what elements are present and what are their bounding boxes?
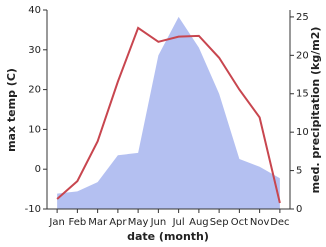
x-tick-label: Apr: [109, 217, 127, 228]
frame: [46, 10, 291, 210]
x-tick-label: Feb: [69, 217, 87, 228]
y-axis-label: max temp (C): [5, 68, 18, 152]
y2-tick-label: 5: [296, 166, 302, 177]
x-tick-label: May: [128, 217, 149, 228]
x-tick-label: Oct: [231, 217, 248, 228]
y-tick-label: 0: [35, 164, 41, 175]
precip-area: [57, 16, 280, 210]
y-tick-label: 20: [28, 85, 41, 96]
x-tick-label: Jan: [48, 217, 64, 228]
x-tick-label: Aug: [189, 217, 209, 228]
x-tick-label: Jul: [172, 217, 185, 228]
temp-line: [56, 26, 281, 204]
y-tick-label: 40: [28, 5, 41, 16]
x-tick-label: Mar: [88, 217, 108, 228]
x-axis-label: date (month): [127, 230, 209, 243]
y2-tick-label: 25: [296, 12, 309, 23]
y2-tick-label: 0: [296, 204, 302, 215]
y2-axis-label: med. precipitation (kg/m2): [309, 27, 322, 194]
x-tick-label: Nov: [250, 217, 270, 228]
y2-tick-label: 20: [296, 50, 309, 61]
x-tick-label: Sep: [210, 217, 229, 228]
y-tick-label: 30: [28, 45, 41, 56]
y-tick-label: 10: [28, 124, 41, 135]
y-tick-label: -10: [25, 204, 41, 215]
y2-tick-label: 10: [296, 127, 309, 138]
y2-tick-label: 15: [296, 89, 309, 100]
x-tick-label: Jun: [150, 217, 167, 228]
x-tick-label: Dec: [270, 217, 289, 228]
